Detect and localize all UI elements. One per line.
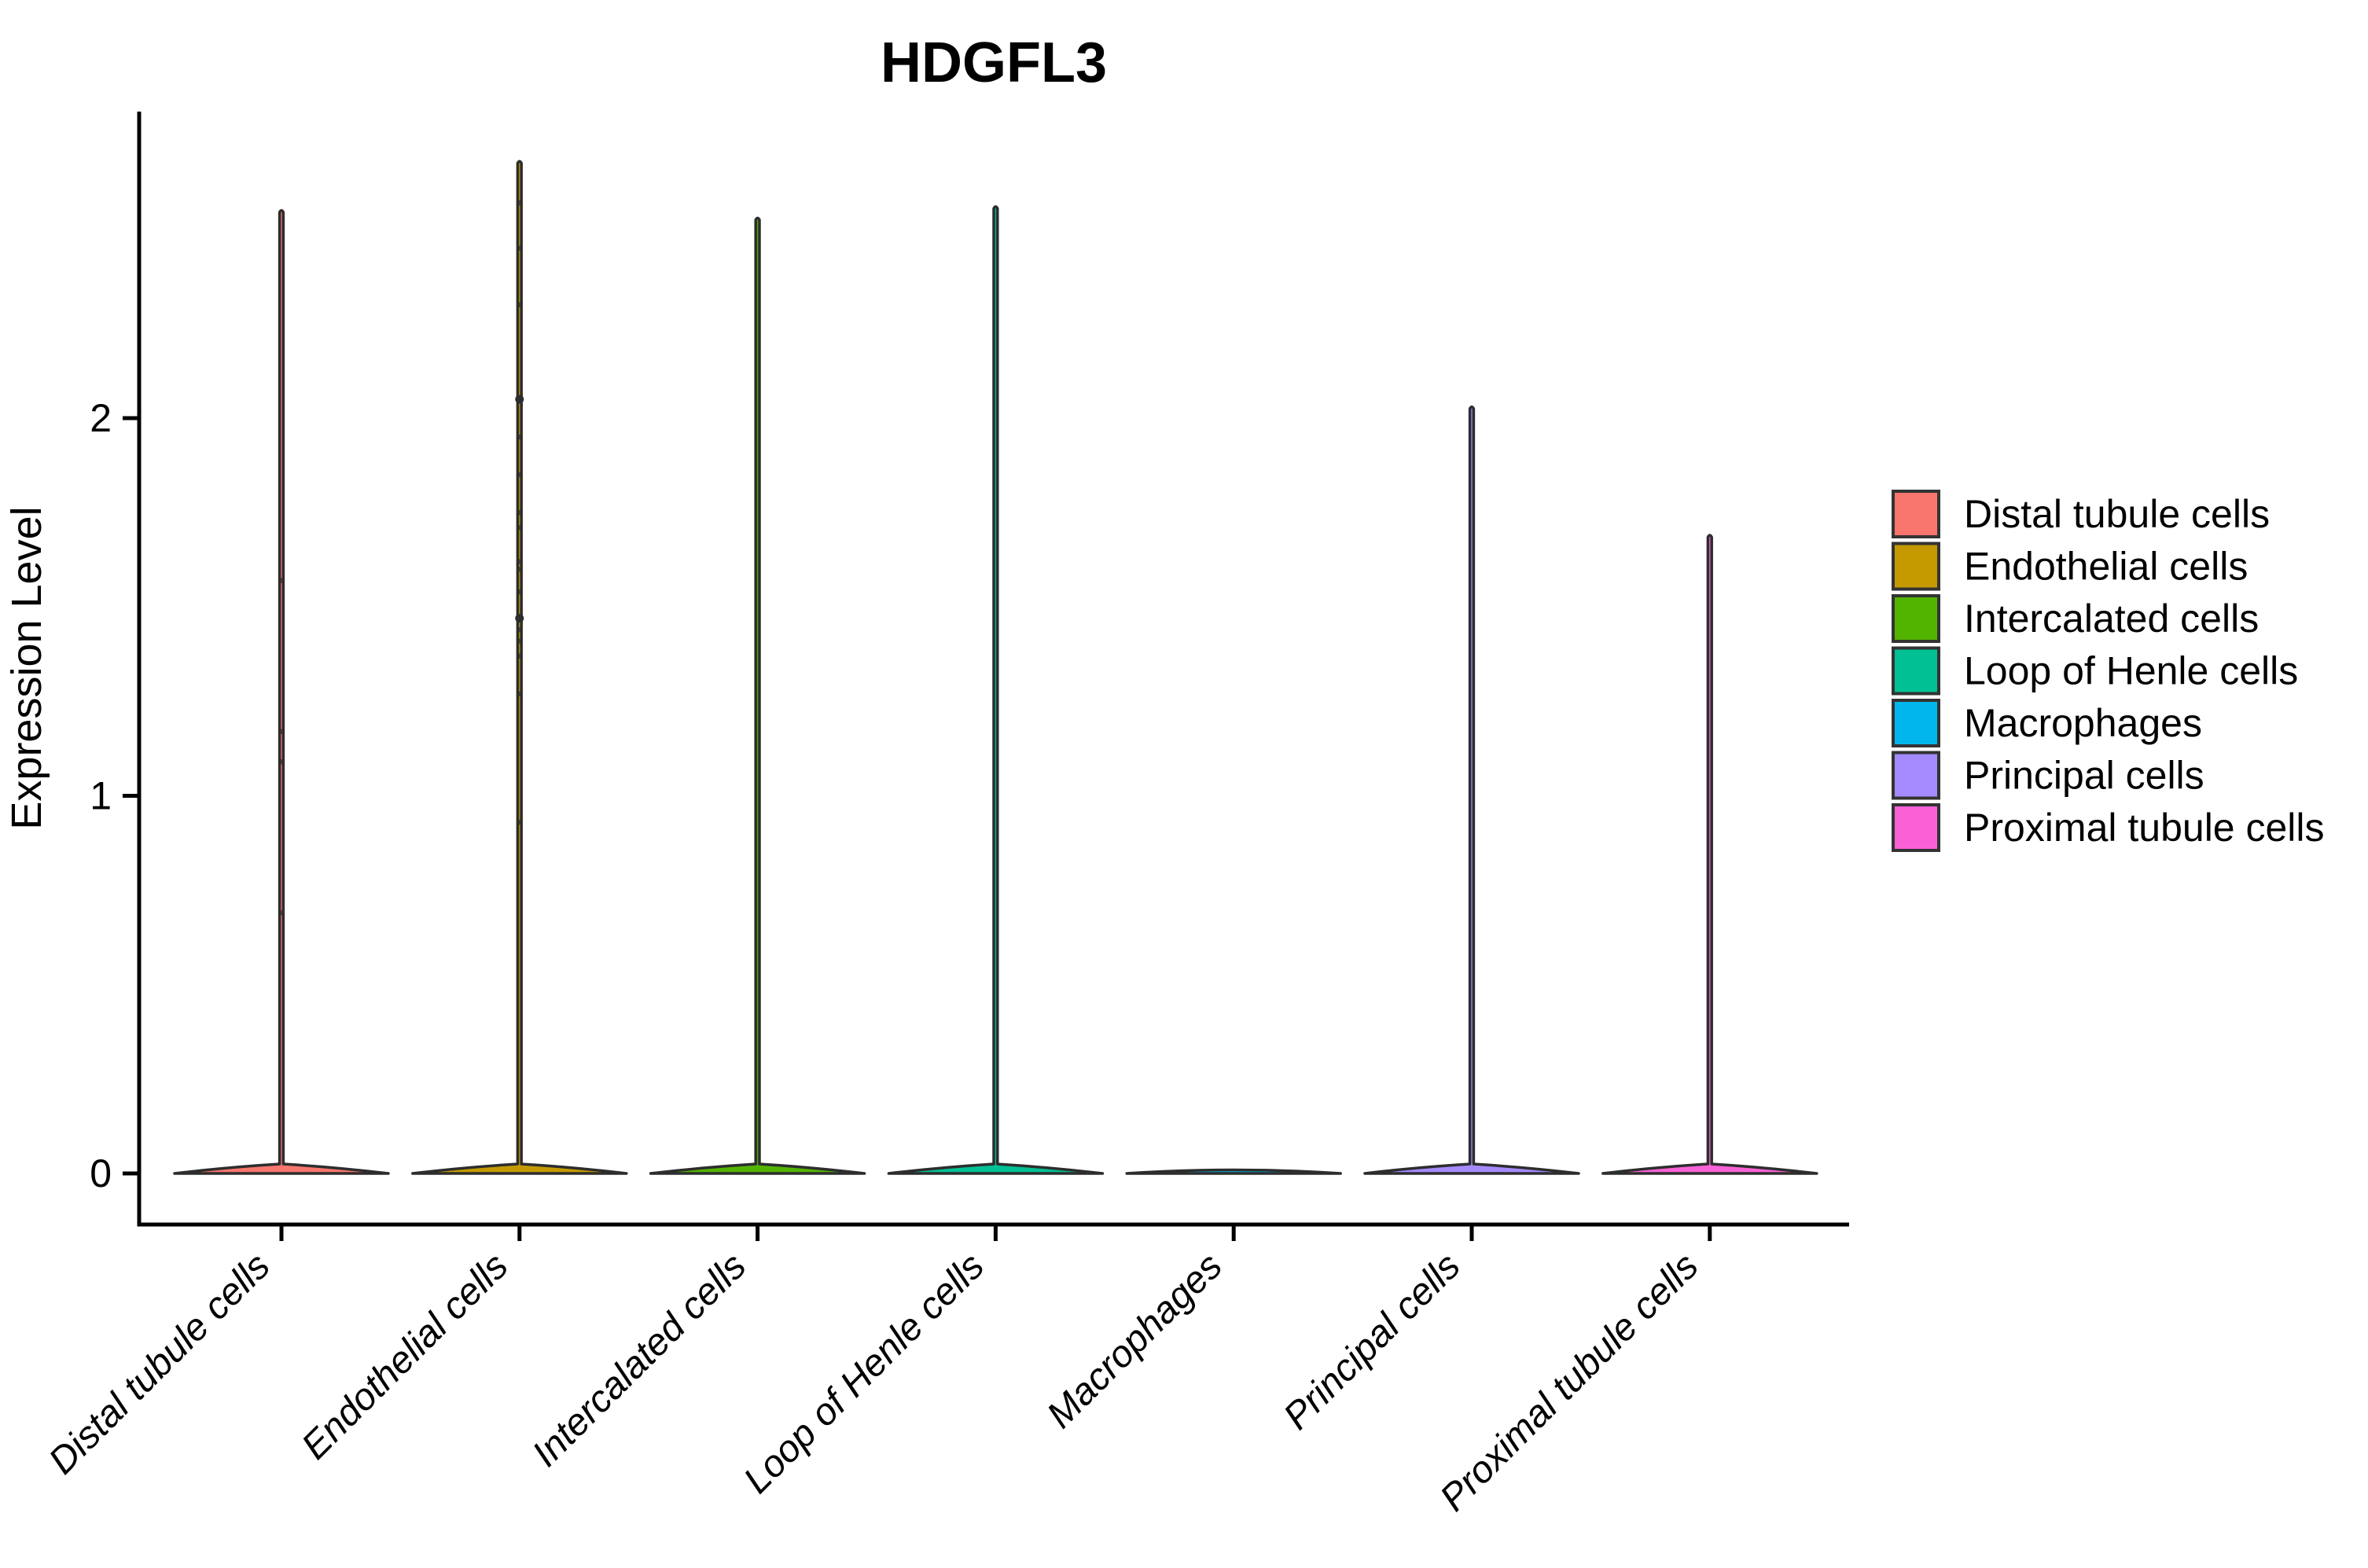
expression-point [517, 819, 522, 825]
expression-point [517, 472, 522, 478]
expression-point [278, 759, 285, 765]
legend-label-intercalated-cells: Intercalated cells [1964, 597, 2259, 641]
y-axis-title: Expression Level [3, 506, 50, 829]
legend-swatch-macrophages [1892, 699, 1940, 747]
expression-point [517, 302, 522, 308]
expression-point [517, 589, 522, 595]
violin-macrophages [1125, 1168, 1342, 1175]
x-axis: Distal tubule cells Endothelial cells Inte… [41, 1225, 1712, 1519]
legend-label-loop-of-henle-cells: Loop of Henle cells [1964, 649, 2298, 693]
expression-points-group [278, 200, 524, 916]
x-tick-label-macrophages: Macrophages [1039, 1245, 1230, 1436]
legend-label-distal-tubule-cells: Distal tubule cells [1964, 492, 2270, 536]
expression-point [517, 245, 522, 251]
x-tick-label-intercalated-cells: Intercalated cells [524, 1245, 754, 1474]
axes [137, 112, 1849, 1227]
x-tick-label-loop-of-henle-cells: Loop of Henle cells [736, 1245, 992, 1501]
legend-label-principal-cells: Principal cells [1964, 754, 2204, 798]
legend-swatch-loop-of-henle-cells [1892, 646, 1940, 696]
violin-principal-cells [1363, 405, 1580, 1175]
expression-point [517, 653, 522, 659]
expression-point-large [515, 395, 524, 404]
violin-intercalated-cells [649, 216, 866, 1175]
legend-entry-endothelial-cells: Endothelial cells [1892, 542, 2248, 591]
legend: Distal tubule cells Endothelial cells Inte… [1892, 490, 2325, 852]
legend-entry-principal-cells: Principal cells [1892, 751, 2204, 800]
legend-swatch-intercalated-cells [1892, 594, 1940, 643]
expression-point [517, 525, 522, 531]
expression-point [517, 559, 522, 564]
x-tick-label-principal-cells: Principal cells [1276, 1245, 1469, 1438]
legend-label-endothelial-cells: Endothelial cells [1964, 545, 2248, 589]
legend-entry-distal-tubule-cells: Distal tubule cells [1892, 490, 2270, 538]
x-tick-label-proximal-tubule-cells: Proximal tubule cells [1432, 1245, 1707, 1519]
legend-entry-intercalated-cells: Intercalated cells [1892, 594, 2259, 643]
y-tick-label: 0 [90, 1151, 112, 1195]
legend-label-proximal-tubule-cells: Proximal tubule cells [1964, 806, 2325, 850]
x-tick-label-endothelial-cells: Endothelial cells [294, 1245, 517, 1467]
legend-entry-macrophages: Macrophages [1892, 699, 2202, 747]
y-tick-label: 1 [90, 774, 112, 818]
violin-proximal-tubule-cells [1601, 534, 1818, 1175]
violin-endothelial-cells [411, 160, 628, 1175]
chart-title: HDGFL3 [881, 31, 1107, 94]
violin-distal-tubule-cells [173, 209, 390, 1175]
y-axis: 0 1 2 [90, 396, 139, 1195]
expression-point [517, 434, 522, 440]
legend-entry-loop-of-henle-cells: Loop of Henle cells [1892, 646, 2298, 696]
violin-loop-of-henle-cells [887, 205, 1105, 1175]
expression-point [278, 578, 285, 583]
expression-point [517, 509, 522, 516]
expression-point [517, 691, 522, 696]
expression-point [278, 910, 285, 916]
x-tick-label-distal-tubule-cells: Distal tubule cells [41, 1245, 278, 1482]
violins-group [173, 160, 1818, 1175]
expression-point [517, 626, 522, 633]
legend-swatch-proximal-tubule-cells [1892, 803, 1940, 852]
legend-label-macrophages: Macrophages [1964, 701, 2202, 745]
legend-entry-proximal-tubule-cells: Proximal tubule cells [1892, 803, 2325, 852]
expression-point [517, 200, 522, 206]
legend-swatch-principal-cells [1892, 751, 1940, 800]
expression-point [517, 638, 522, 644]
expression-point [278, 729, 285, 735]
legend-swatch-distal-tubule-cells [1892, 490, 1940, 538]
y-tick-label: 2 [90, 396, 112, 440]
legend-swatch-endothelial-cells [1892, 542, 1940, 591]
expression-point-large [515, 614, 524, 623]
expression-point [517, 567, 522, 572]
